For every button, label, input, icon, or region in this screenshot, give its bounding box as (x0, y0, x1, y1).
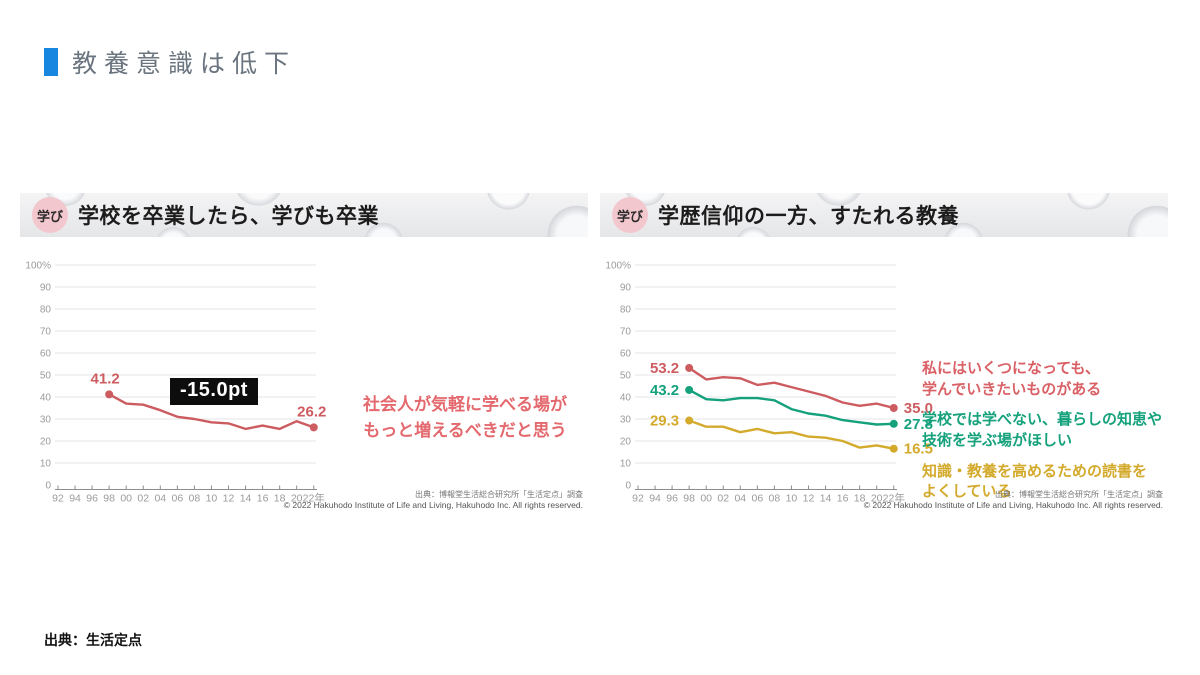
line-chart-left: 0 10 20 30 40 50 60 70 80 90 100% 92 94 96 98 00 02 04 06 0… (25, 261, 326, 505)
svg-text:04: 04 (154, 493, 166, 505)
legend-line: 知識・教養を高めるための読書を (922, 462, 1148, 480)
svg-text:14: 14 (820, 493, 832, 505)
svg-text:43.2: 43.2 (650, 382, 679, 399)
source-jp: 出典：博報堂生活総合研究所「生活定点」調査 (415, 490, 583, 499)
svg-text:30: 30 (620, 415, 632, 426)
slide-source-note: 出典：生活定点 (44, 632, 142, 648)
legend-line: 学んでいきたいものがある (922, 380, 1102, 398)
svg-text:92: 92 (632, 493, 644, 505)
panel-source-right: 出典：博報堂生活総合研究所「生活定点」調査 © 2022 Hakuhodo In… (864, 490, 1163, 511)
source-jp: 出典：博報堂生活総合研究所「生活定点」調査 (995, 490, 1163, 499)
svg-text:20: 20 (291, 493, 303, 505)
legend-line: よくしている (922, 483, 1012, 501)
svg-text:100%: 100% (605, 261, 631, 272)
legend-line: 私にはいくつになっても、 (922, 360, 1101, 377)
page-title-row: 教養意識は低下 (44, 44, 296, 80)
svg-text:27.8: 27.8 (904, 416, 933, 433)
chart-legend: 私にはいくつになっても、 学んでいきたいものがある 学校では学べない、暮らしの知… (922, 359, 1168, 513)
svg-text:30: 30 (40, 415, 52, 426)
panel-header-right: 学び 学歴信仰の一方、すたれる教養 (600, 193, 1168, 237)
chart-area-right: 0 10 20 30 40 50 60 70 80 90 100% 92 94 96 98 00 02 04 06 0… (600, 237, 1168, 525)
svg-text:20: 20 (40, 437, 52, 448)
panel-source-left: 出典：博報堂生活総合研究所「生活定点」調査 © 2022 Hakuhodo In… (284, 490, 583, 511)
svg-text:06: 06 (752, 493, 764, 505)
svg-text:10: 10 (206, 493, 218, 505)
svg-text:90: 90 (40, 283, 52, 294)
svg-text:96: 96 (86, 493, 98, 505)
source-copyright: © 2022 Hakuhodo Institute of Life and Li… (863, 500, 1163, 510)
svg-text:18: 18 (274, 493, 286, 505)
legend-line: 学校では学べない、暮らしの知恵や (922, 411, 1163, 429)
svg-text:80: 80 (40, 305, 52, 316)
svg-text:50: 50 (620, 371, 632, 382)
legend-item-yellow: 知識・教養を高めるための読書を よくしている (922, 462, 1168, 503)
svg-text:0: 0 (45, 481, 51, 492)
svg-text:02: 02 (717, 493, 729, 505)
svg-text:14: 14 (240, 493, 252, 505)
panel-title-left: 学校を卒業したら、学びも卒業 (78, 205, 379, 228)
legend-line: 技術を学ぶ場がほしい (922, 432, 1073, 450)
svg-text:16.5: 16.5 (904, 441, 933, 458)
svg-text:10: 10 (786, 493, 798, 505)
svg-text:02: 02 (137, 493, 149, 505)
category-badge: 学び (612, 197, 648, 233)
svg-text:50: 50 (40, 371, 52, 382)
title-bullet-icon (44, 48, 58, 76)
svg-text:94: 94 (649, 493, 661, 505)
svg-text:40: 40 (620, 393, 632, 404)
svg-text:70: 70 (40, 327, 52, 338)
svg-text:92: 92 (52, 493, 64, 505)
statement-line-1: 社会人が気軽に学べる場が (363, 395, 567, 414)
svg-text:08: 08 (769, 493, 781, 505)
chart-area-left: 0 10 20 30 40 50 60 70 80 90 100% 92 94 96 98 00 02 04 06 0… (20, 237, 588, 525)
chart-panel-left: 学び 学校を卒業したら、学びも卒業 0 10 20 30 40 50 60 70 80 90 100… (20, 193, 588, 525)
svg-text:41.2: 41.2 (91, 370, 120, 387)
svg-text:12: 12 (803, 493, 815, 505)
svg-text:16: 16 (257, 493, 269, 505)
svg-text:00: 00 (700, 493, 712, 505)
legend-item-red: 私にはいくつになっても、 学んでいきたいものがある (922, 359, 1168, 400)
source-copyright: © 2022 Hakuhodo Institute of Life and Li… (283, 500, 583, 510)
svg-text:35.0: 35.0 (904, 400, 933, 417)
svg-text:20: 20 (620, 437, 632, 448)
panel-title-right: 学歴信仰の一方、すたれる教養 (658, 205, 959, 228)
svg-text:16: 16 (837, 493, 849, 505)
svg-text:06: 06 (172, 493, 184, 505)
svg-text:40: 40 (40, 393, 52, 404)
delta-annotation: -15.0pt (170, 378, 258, 405)
svg-text:10: 10 (40, 459, 52, 470)
svg-text:100%: 100% (25, 261, 51, 272)
svg-text:80: 80 (620, 305, 632, 316)
svg-text:96: 96 (666, 493, 678, 505)
svg-text:0: 0 (625, 481, 631, 492)
legend-item-teal: 学校では学べない、暮らしの知恵や 技術を学ぶ場がほしい (922, 410, 1168, 451)
chart-panel-right: 学び 学歴信仰の一方、すたれる教養 0 10 20 30 40 50 60 70 80 90 100… (600, 193, 1168, 525)
svg-text:60: 60 (620, 349, 632, 360)
svg-text:18: 18 (854, 493, 866, 505)
page-title: 教養意識は低下 (72, 50, 297, 78)
svg-text:04: 04 (734, 493, 746, 505)
svg-text:10: 10 (620, 459, 632, 470)
svg-text:00: 00 (120, 493, 132, 505)
svg-text:94: 94 (69, 493, 81, 505)
svg-text:53.2: 53.2 (650, 360, 679, 377)
statement-line-2: もっと増えるべきだと思う (363, 420, 567, 440)
svg-text:22年: 22年 (883, 492, 905, 505)
line-chart-right: 0 10 20 30 40 50 60 70 80 90 100% 92 94 96 98 00 02 04 06 0… (605, 261, 933, 505)
panel-header-left: 学び 学校を卒業したら、学びも卒業 (20, 193, 588, 237)
category-badge: 学び (32, 197, 68, 233)
svg-text:98: 98 (683, 493, 695, 505)
svg-text:22年: 22年 (303, 492, 325, 505)
svg-text:98: 98 (103, 493, 115, 505)
svg-text:90: 90 (620, 283, 632, 294)
svg-text:29.3: 29.3 (650, 413, 679, 430)
svg-text:12: 12 (223, 493, 235, 505)
svg-text:26.2: 26.2 (297, 403, 326, 420)
svg-text:60: 60 (40, 349, 52, 360)
svg-text:08: 08 (189, 493, 201, 505)
svg-text:20: 20 (871, 493, 883, 505)
svg-text:70: 70 (620, 327, 632, 338)
chart-statement-text: 社会人が気軽に学べる場が もっと増えるべきだと思う (340, 392, 590, 443)
